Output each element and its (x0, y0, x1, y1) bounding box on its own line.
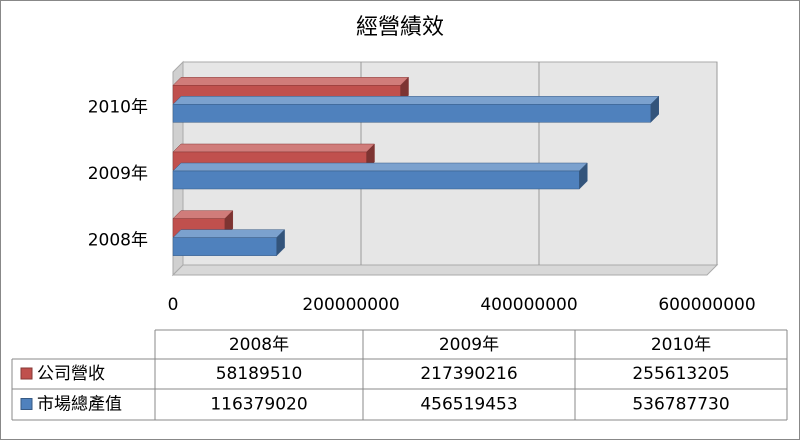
table-cell: 58189510 (216, 364, 303, 384)
bar-top (172, 162, 588, 172)
table-header: 2010年 (651, 335, 711, 355)
x-tick-label: 600000000 (658, 295, 755, 315)
legend-key (20, 398, 33, 410)
y-tick-label: 2010年 (88, 97, 148, 117)
bar-front (172, 237, 277, 256)
bar-top (172, 210, 234, 219)
table-cell: 255613205 (632, 364, 729, 384)
table-cell: 116379020 (210, 395, 307, 415)
table-cell: 217390216 (420, 364, 517, 384)
bar (172, 95, 660, 123)
bar-top (172, 77, 410, 86)
x-tick-label: 400000000 (480, 295, 577, 315)
table-header: 2008年 (229, 335, 289, 355)
legend-label: 市場總產值 (37, 395, 122, 415)
bar-top (172, 143, 376, 153)
bar (172, 162, 588, 190)
table-cell: 456519453 (420, 395, 517, 415)
table-cell: 536787730 (632, 395, 729, 415)
table-header: 2009年 (439, 335, 499, 355)
bar-front (172, 104, 651, 123)
bar-top (172, 96, 660, 105)
bar-front (172, 170, 580, 190)
legend-key (20, 367, 33, 380)
legend-label: 公司營收 (37, 364, 105, 384)
floor (171, 264, 719, 276)
y-tick-label: 2008年 (88, 231, 148, 251)
x-tick-label: 0 (168, 295, 179, 315)
y-tick-label: 2009年 (88, 164, 148, 184)
bar (172, 229, 286, 257)
x-tick-label: 200000000 (302, 295, 399, 315)
bar-top (172, 229, 286, 238)
chart-title: 經營績效 (356, 15, 444, 40)
